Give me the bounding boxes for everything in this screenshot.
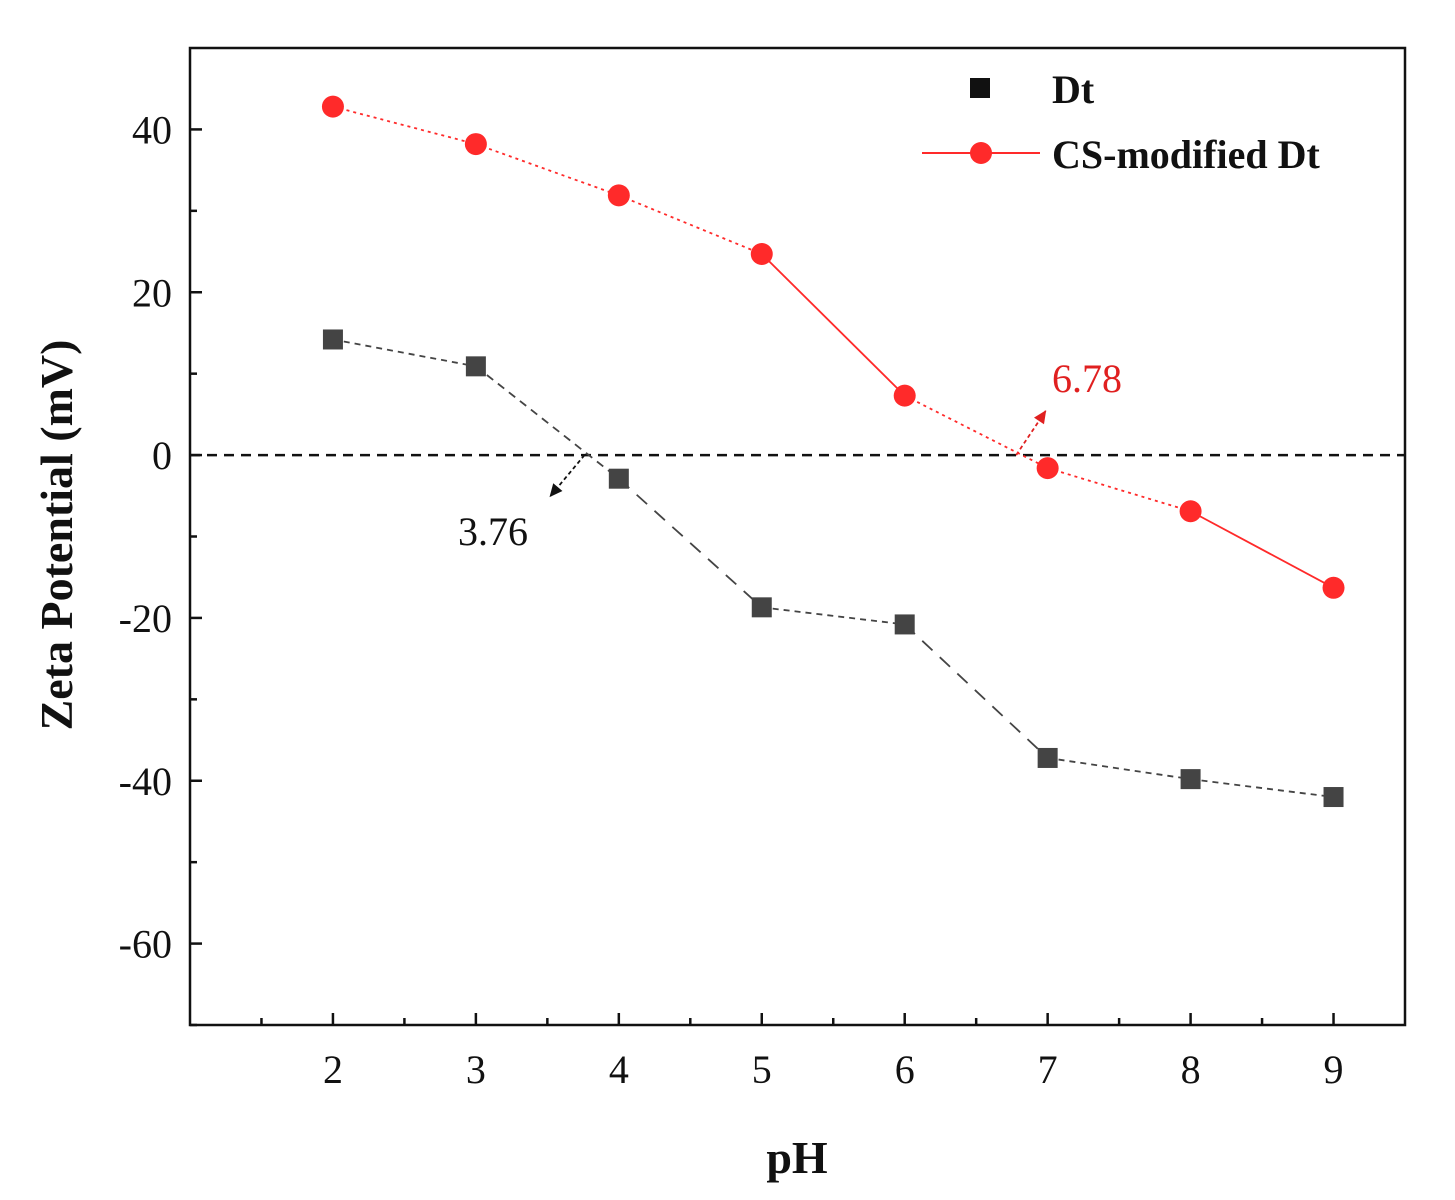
axis-ticks [190, 128, 1335, 1027]
annotation-arrow-isoelectric-dt [548, 454, 586, 498]
data-point-cs-modified-dt [750, 242, 773, 265]
data-point-cs-modified-dt [321, 95, 344, 118]
x-tick-label: 7 [1038, 1047, 1058, 1092]
x-tick-label: 4 [609, 1047, 629, 1092]
data-point-cs-modified-dt [607, 184, 630, 207]
data-point-dt [1180, 769, 1201, 790]
series-segment-dt [761, 606, 905, 626]
x-tick-label: 9 [1324, 1047, 1344, 1092]
x-tick-label: 8 [1181, 1047, 1201, 1092]
series-layer [321, 95, 1345, 808]
x-tick-label: 2 [323, 1047, 343, 1092]
y-tick-label: 0 [152, 433, 172, 478]
data-point-cs-modified-dt [464, 133, 487, 156]
data-point-cs-modified-dt [893, 384, 916, 407]
series-segment-cs-modified-dt [761, 253, 906, 397]
data-point-dt [894, 614, 915, 635]
legend-label-dt: Dt [1052, 67, 1095, 112]
x-tick-label: 5 [752, 1047, 772, 1092]
x-axis-title: pH [766, 1132, 828, 1183]
series-segment-dt [1190, 778, 1334, 798]
x-tick-label: 6 [895, 1047, 915, 1092]
tick-labels: 2 3 4 5 6 7 8 9 40 20 0 -20 -40 -60 [119, 107, 1344, 1092]
series-segment-cs-modified-dt [475, 143, 620, 197]
data-point-dt [322, 329, 343, 350]
data-point-cs-modified-dt [1179, 500, 1202, 523]
data-point-dt [1323, 787, 1344, 808]
series-segment-cs-modified-dt [618, 194, 763, 255]
data-point-dt [1037, 747, 1058, 768]
data-point-dt [608, 468, 629, 489]
series-segment-dt [475, 365, 620, 480]
y-tick-label: -20 [119, 596, 172, 641]
annotation-arrow-isoelectric-cs-dt [1015, 409, 1047, 456]
y-axis-title: Zeta Potential (mV) [31, 340, 82, 731]
y-tick-label: 20 [132, 270, 172, 315]
data-point-dt [465, 356, 486, 377]
series-segment-cs-modified-dt [904, 394, 1049, 469]
annotation-label-isoelectric-dt: 3.76 [458, 509, 528, 554]
data-point-dt [751, 597, 772, 618]
series-segment-cs-modified-dt [1190, 510, 1334, 589]
y-tick-label: 40 [132, 107, 172, 152]
series-segment-dt [332, 338, 477, 368]
annotation-label-isoelectric-cs-dt: 6.78 [1052, 356, 1122, 401]
legend: Dt CS-modified Dt [922, 67, 1320, 177]
data-point-cs-modified-dt [1036, 457, 1059, 480]
y-tick-label: -40 [119, 759, 172, 804]
legend-marker-dt [970, 78, 990, 98]
legend-label-cs-modified-dt: CS-modified Dt [1052, 132, 1320, 177]
series-segment-dt [1047, 757, 1191, 781]
series-segment-dt [618, 478, 763, 609]
annotation-arrows [548, 409, 1047, 498]
x-tick-label: 3 [466, 1047, 486, 1092]
legend-marker-cs-modified-dt [970, 142, 992, 164]
series-segment-dt [904, 623, 1049, 759]
y-tick-label: -60 [119, 922, 172, 967]
data-point-cs-modified-dt [1322, 576, 1345, 599]
